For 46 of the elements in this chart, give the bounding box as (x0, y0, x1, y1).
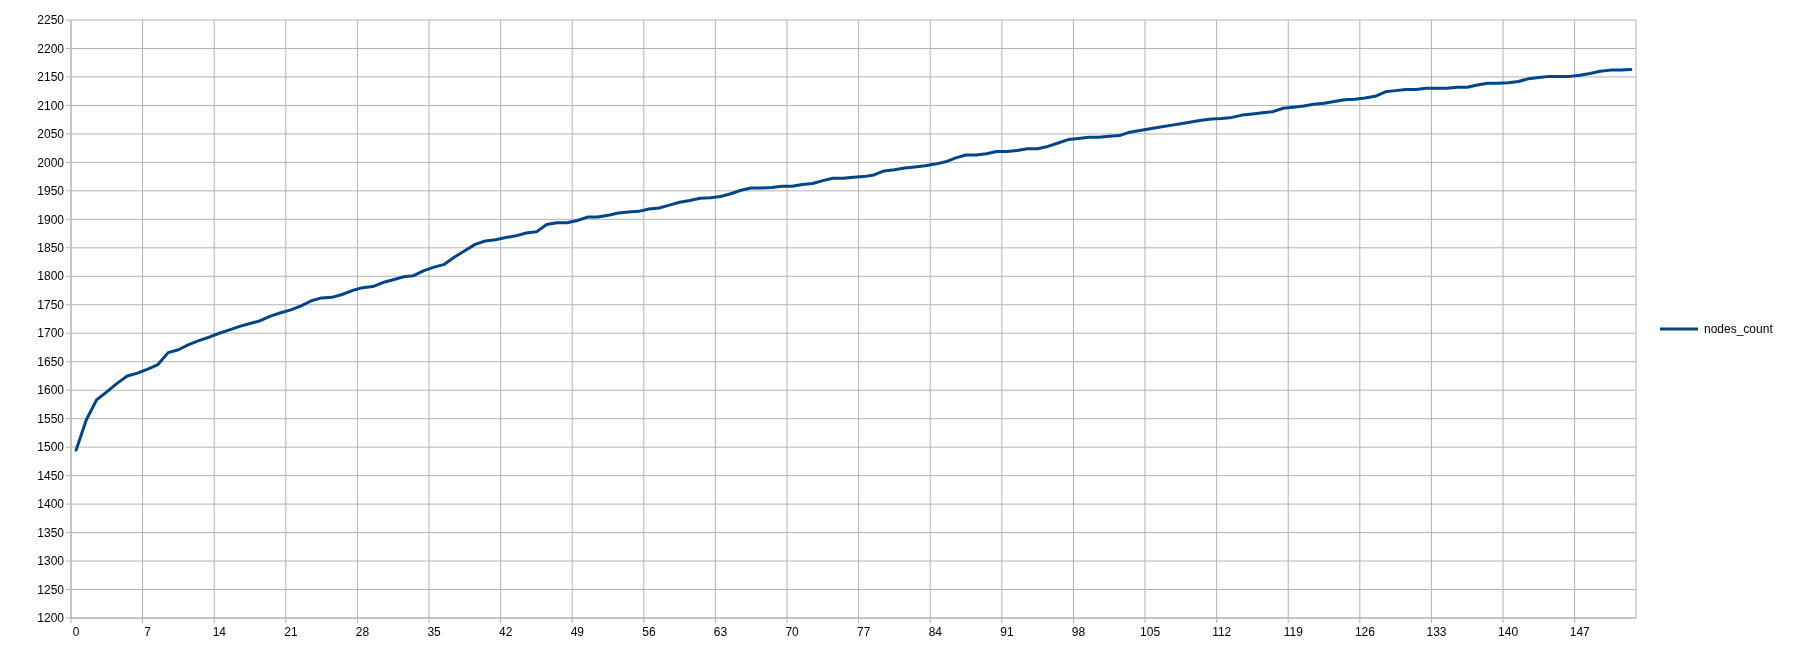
x-tick-label: 98 (1071, 625, 1086, 639)
y-tick-label: 2150 (37, 70, 65, 85)
x-tick-label: 28 (355, 625, 370, 639)
y-tick-label: 2100 (37, 98, 65, 113)
x-tick-label: 70 (785, 625, 800, 639)
y-tick-label: 1950 (37, 184, 65, 199)
y-tick-label: 2200 (37, 41, 65, 56)
y-tick-label: 1900 (37, 212, 65, 227)
x-tick-label: 14 (212, 625, 227, 639)
y-tick-label: 1450 (37, 468, 65, 483)
line-series (74, 68, 1633, 452)
y-tick-label: 1400 (37, 497, 65, 512)
y-tick-label: 1250 (37, 582, 65, 597)
x-tick-label: 133 (1426, 625, 1447, 639)
x-tick-label: 21 (284, 625, 298, 639)
x-tick-label: 56 (642, 625, 656, 639)
y-tick-label: 1750 (37, 297, 65, 312)
x-tick-label: 7 (144, 625, 152, 639)
x-tick-label: 140 (1498, 625, 1519, 639)
y-tick-label: 1350 (37, 525, 65, 540)
y-tick-label: 1850 (37, 241, 65, 256)
x-tick-label: 112 (1212, 625, 1232, 639)
y-tick-label: 1700 (37, 326, 65, 341)
y-tick-label: 2000 (37, 155, 65, 170)
y-tick-label: 1650 (37, 354, 65, 369)
y-tick-label: 1300 (37, 554, 65, 569)
x-tick-label: 119 (1283, 625, 1304, 639)
x-tick-label: 63 (713, 625, 728, 639)
x-tick-label: 147 (1569, 625, 1591, 639)
y-tick-label: 1500 (37, 440, 65, 455)
y-tick-label: 2250 (37, 13, 65, 28)
x-tick-label: 35 (427, 625, 442, 639)
x-tick-label: 42 (499, 625, 513, 639)
y-tick-label: 1600 (37, 383, 65, 398)
x-tick-label: 91 (1000, 625, 1014, 639)
x-tick-label: 126 (1354, 625, 1376, 639)
y-tick-label: 1550 (37, 411, 65, 426)
x-tick-label: 49 (570, 625, 585, 639)
x-tick-label: 0 (72, 625, 80, 639)
legend-label: nodes_count (1704, 322, 1774, 337)
x-tick-label: 77 (857, 625, 871, 639)
x-tick-label: 105 (1140, 625, 1161, 639)
y-tick-label: 1800 (37, 269, 65, 284)
x-tick-label: 84 (928, 625, 943, 639)
y-tick-label: 1200 (37, 611, 65, 626)
y-tick-label: 2050 (37, 127, 65, 142)
